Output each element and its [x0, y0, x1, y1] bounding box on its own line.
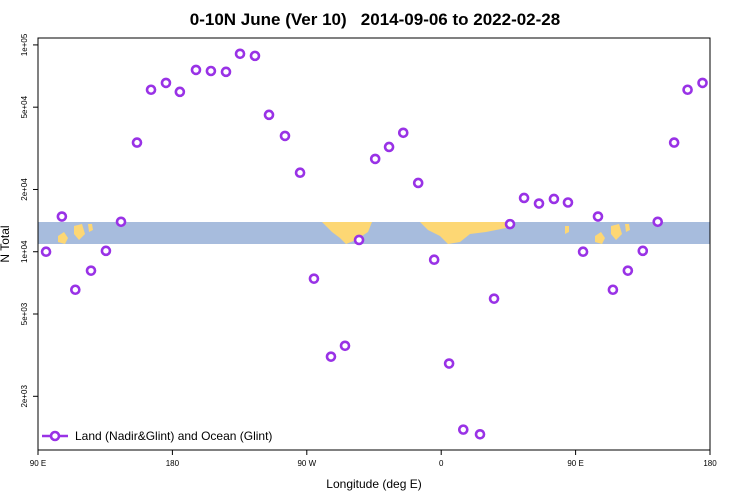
point: [174, 86, 186, 98]
point: [412, 177, 424, 189]
point: [682, 84, 693, 96]
y-tick-label: 5e+04: [20, 95, 29, 118]
y-tick-label: 5e+03: [20, 302, 29, 325]
point: [220, 66, 232, 78]
point: [504, 218, 516, 230]
point: [263, 109, 275, 121]
y-tick-label: 1e+05: [20, 33, 29, 56]
point: [428, 254, 440, 266]
point: [637, 245, 649, 257]
point: [488, 293, 500, 304]
point: [145, 84, 157, 96]
point: [397, 127, 409, 139]
point: [234, 48, 246, 60]
point: [592, 211, 604, 222]
x-tick-label: 90 E: [30, 459, 46, 468]
point: [115, 216, 127, 228]
y-axis-label: N Total: [0, 225, 12, 262]
x-tick-label: 180: [703, 459, 717, 468]
point: [607, 284, 619, 296]
y-tick-label: 2e+04: [20, 178, 29, 201]
y-tick-label: 1e+04: [20, 240, 29, 263]
point: [339, 340, 351, 352]
point: [131, 137, 143, 148]
point: [518, 192, 530, 204]
x-tick-label: 90 E: [567, 459, 583, 468]
x-tick-label: 0: [439, 459, 444, 468]
point: [369, 153, 381, 165]
point: [70, 284, 81, 296]
point: [474, 429, 486, 440]
legend-label: Land (Nadir&Glint) and Ocean (Glint): [75, 429, 272, 443]
plot-frame: [37, 37, 711, 451]
point: [443, 358, 455, 369]
point: [325, 351, 337, 362]
point: [160, 77, 172, 89]
x-tick-label: 180: [166, 459, 180, 468]
point: [548, 193, 560, 205]
point: [458, 424, 469, 435]
point: [652, 216, 664, 228]
x-axis-label: Longitude (deg E): [326, 477, 421, 491]
point: [622, 265, 634, 276]
point: [577, 246, 589, 258]
point: [668, 137, 680, 148]
point: [56, 211, 68, 222]
y-tick-label: 2e+03: [20, 385, 29, 408]
point: [533, 198, 545, 209]
point: [205, 65, 217, 77]
point: [40, 246, 52, 258]
legend-marker: [49, 430, 61, 442]
x-tick-label: 90 W: [297, 459, 316, 468]
point: [383, 141, 395, 153]
point: [279, 130, 291, 142]
point: [294, 167, 306, 179]
point: [353, 234, 365, 246]
point: [85, 265, 97, 276]
point: [100, 245, 112, 257]
chart-title: 0-10N June (Ver 10) 2014-09-06 to 2022-0…: [190, 10, 560, 29]
point: [562, 197, 574, 208]
point: [190, 64, 202, 76]
point: [308, 273, 320, 284]
point: [697, 77, 708, 89]
map-band: [38, 222, 710, 244]
point: [249, 50, 261, 62]
